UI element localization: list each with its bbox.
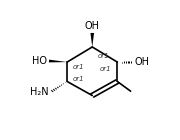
Text: or1: or1 — [100, 66, 112, 72]
Polygon shape — [90, 33, 94, 47]
Text: or1: or1 — [98, 53, 109, 59]
Text: or1: or1 — [73, 64, 84, 70]
Polygon shape — [49, 60, 67, 62]
Text: H₂N: H₂N — [30, 87, 49, 97]
Text: OH: OH — [85, 21, 100, 31]
Text: or1: or1 — [73, 76, 84, 82]
Text: OH: OH — [134, 57, 149, 67]
Text: HO: HO — [32, 56, 47, 66]
